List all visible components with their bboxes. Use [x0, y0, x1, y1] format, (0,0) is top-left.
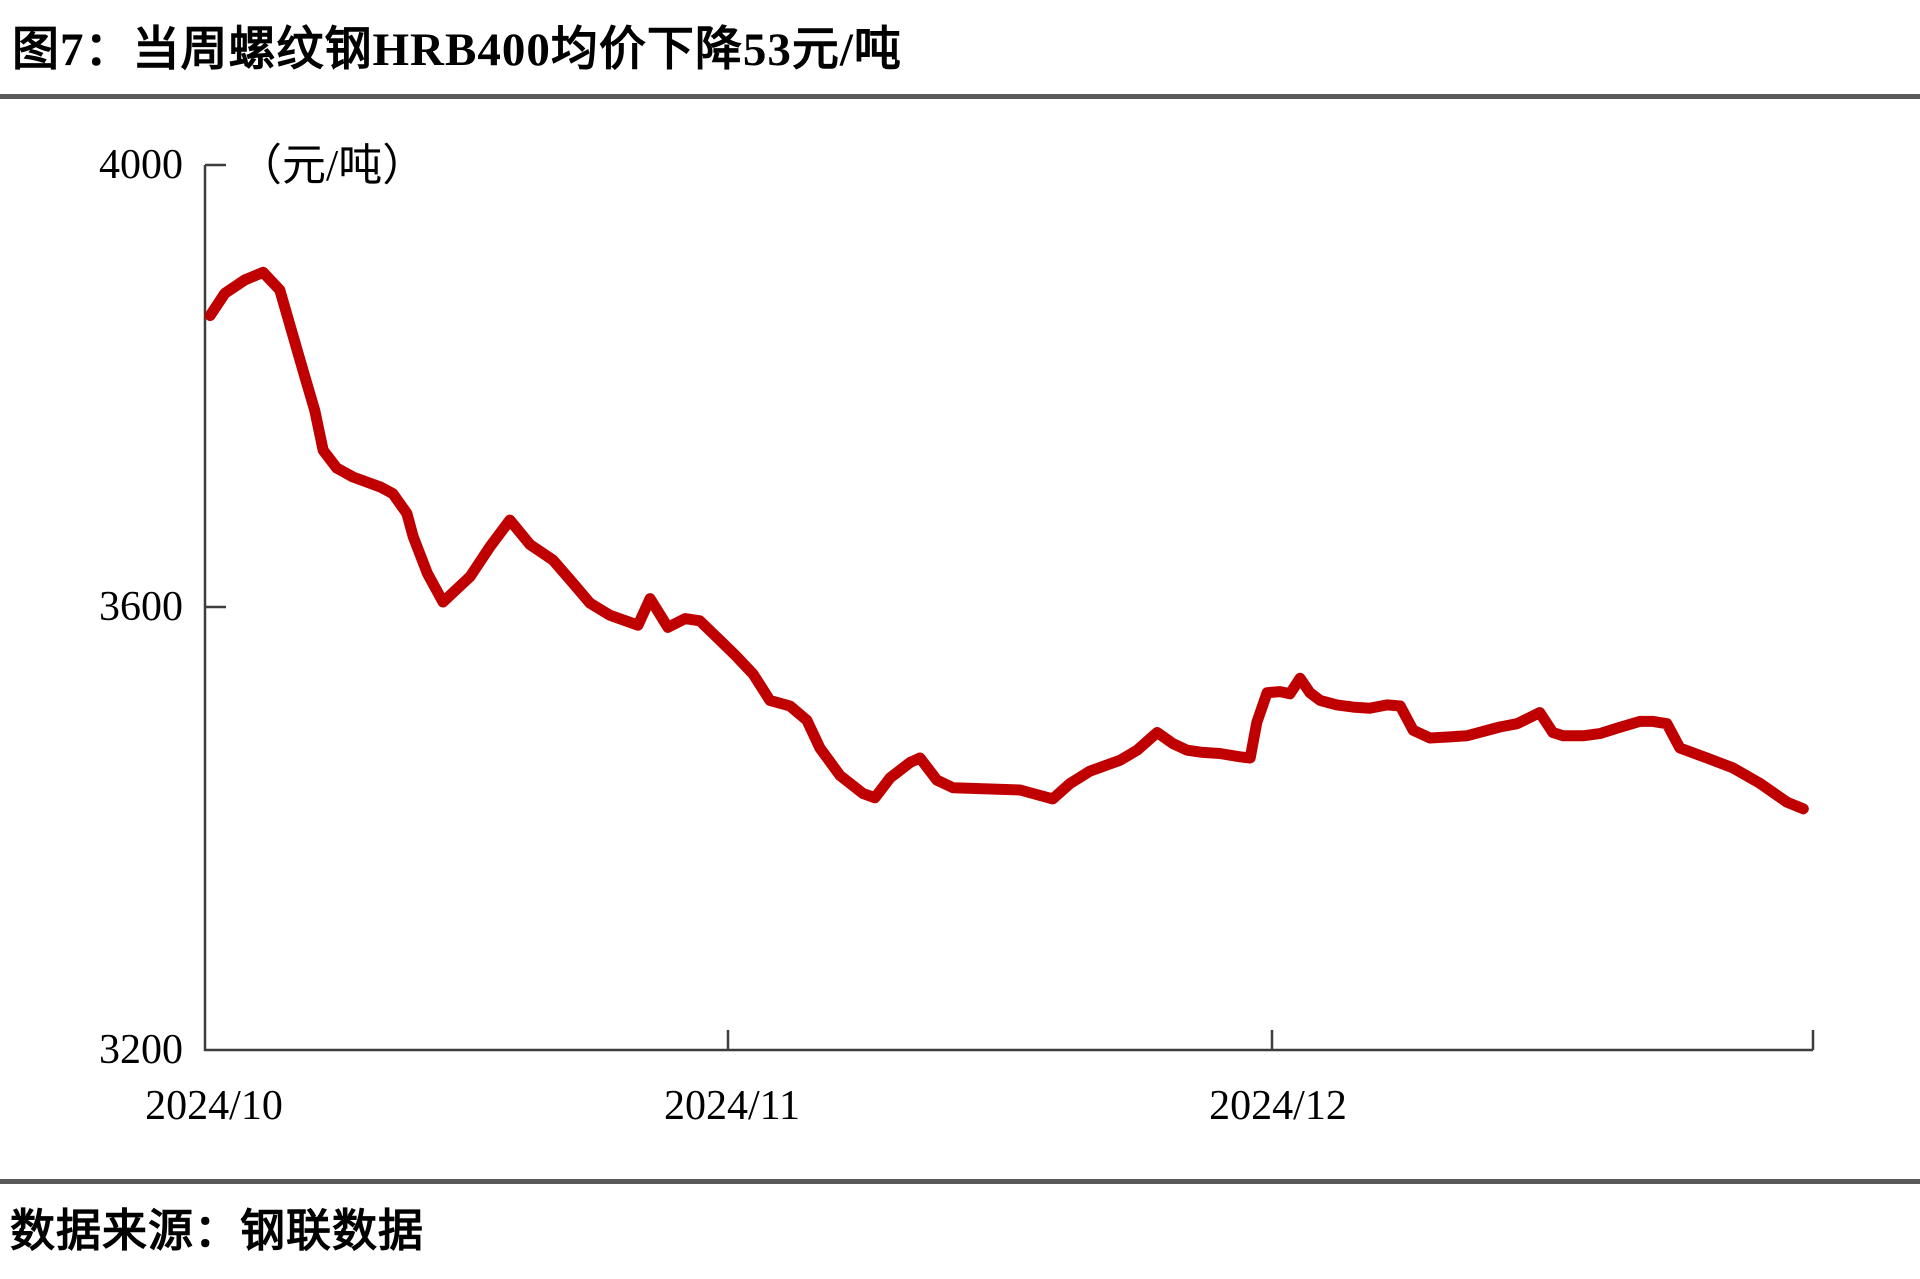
y-axis-tick-label-4000: 4000	[99, 142, 183, 188]
figure-title: 图7：当周螺纹钢HRB400均价下降53元/吨	[12, 24, 902, 76]
y-axis-unit-label: （元/吨）	[238, 141, 427, 190]
x-axis-tick-label-dec: 2024/12	[1209, 1083, 1347, 1129]
y-axis-tick-label-3600: 3600	[99, 584, 183, 630]
chart-axes	[203, 163, 1815, 1052]
x-axis-tick-label-oct: 2024/10	[145, 1083, 283, 1129]
y-axis-tick-label-3200: 3200	[99, 1027, 183, 1073]
x-axis-tick-label-nov: 2024/11	[663, 1083, 801, 1129]
title-separator-rule	[0, 94, 1920, 99]
price-series-line	[204, 266, 1809, 815]
data-source-note: 数据来源：钢联数据	[10, 1206, 425, 1256]
source-separator-rule	[0, 1179, 1920, 1184]
